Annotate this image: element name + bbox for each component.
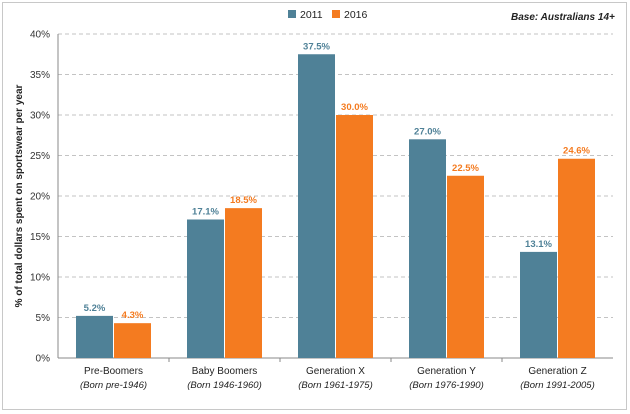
category-label: Generation X bbox=[306, 366, 365, 377]
base-note: Base: Australians 14+ bbox=[511, 12, 615, 23]
y-axis-label: % of total dollars spent on sportswear p… bbox=[14, 84, 25, 307]
category-labels: Pre-Boomers (Born pre-1946) Baby Boomers (B… bbox=[80, 366, 595, 391]
bars bbox=[76, 54, 595, 358]
y-tick-label: 30% bbox=[30, 111, 50, 122]
y-tick-label: 5% bbox=[36, 313, 51, 324]
legend-swatch-2016 bbox=[332, 10, 340, 18]
value-label-2011-2: 37.5% bbox=[303, 41, 330, 52]
bar-2016-3 bbox=[447, 175, 484, 358]
category-sublabel: (Born 1946-1960) bbox=[187, 380, 261, 391]
y-tick-label: 40% bbox=[30, 30, 50, 41]
y-tick-label: 20% bbox=[30, 192, 50, 203]
category-label: Pre-Boomers bbox=[84, 366, 143, 377]
legend-label-2016: 2016 bbox=[344, 9, 368, 21]
value-label-2011-0: 5.2% bbox=[84, 303, 106, 314]
y-tick-label: 25% bbox=[30, 151, 50, 162]
bar-2016-0 bbox=[114, 323, 151, 358]
value-label-2011-3: 27.0% bbox=[414, 126, 441, 137]
value-label-2016-4: 24.6% bbox=[563, 146, 590, 157]
legend: 2011 2016 bbox=[288, 9, 368, 21]
category-label: Generation Y bbox=[417, 366, 476, 377]
bar-2011-4 bbox=[520, 251, 557, 358]
y-tick-label: 10% bbox=[30, 273, 50, 284]
legend-swatch-2011 bbox=[288, 10, 296, 18]
bar-2011-3 bbox=[409, 139, 446, 358]
value-label-2016-2: 30.0% bbox=[341, 102, 368, 113]
bar-2016-1 bbox=[225, 208, 262, 358]
bar-2011-0 bbox=[76, 315, 113, 358]
value-label-2016-3: 22.5% bbox=[452, 163, 479, 174]
bar-2011-1 bbox=[187, 219, 224, 358]
category-label: Baby Boomers bbox=[192, 366, 258, 377]
value-labels: 5.2% 4.3% 17.1% 18.5% 37.5% 30.0% 27.0% 22.5% 13… bbox=[84, 41, 591, 321]
bar-2011-2 bbox=[298, 54, 335, 358]
category-sublabel: (Born 1991-2005) bbox=[520, 380, 594, 391]
y-tick-label: 0% bbox=[36, 354, 51, 365]
category-label: Generation Z bbox=[528, 366, 586, 377]
category-sublabel: (Born 1961-1975) bbox=[298, 380, 372, 391]
value-label-2011-4: 13.1% bbox=[525, 239, 552, 250]
category-sublabel: (Born 1976-1990) bbox=[409, 380, 483, 391]
bar-2016-2 bbox=[336, 115, 373, 358]
bar-2016-4 bbox=[558, 158, 595, 358]
value-label-2016-1: 18.5% bbox=[230, 195, 257, 206]
category-sublabel: (Born pre-1946) bbox=[80, 380, 147, 391]
y-tick-label: 15% bbox=[30, 232, 50, 243]
y-tick-label: 35% bbox=[30, 70, 50, 81]
legend-label-2011: 2011 bbox=[300, 9, 323, 21]
value-label-2011-1: 17.1% bbox=[192, 206, 219, 217]
value-label-2016-0: 4.3% bbox=[122, 310, 144, 321]
